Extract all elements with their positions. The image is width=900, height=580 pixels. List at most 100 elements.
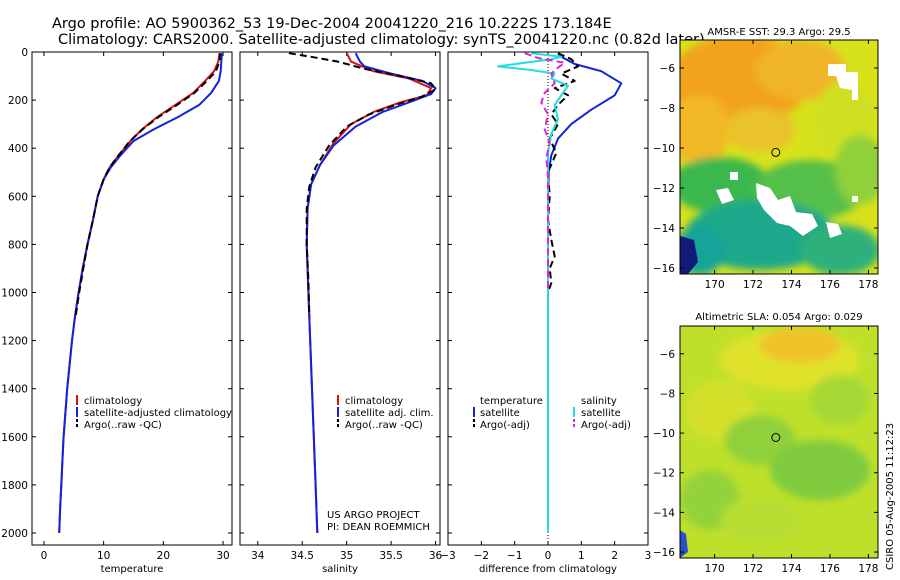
sst-map-title: AMSR-E SST: 29.3 Argo: 29.5 xyxy=(707,27,850,38)
temperature-panel: 0 10 20 30 0 200 400 600 800 1000 1200 1400 1600 1800… xyxy=(1,47,233,575)
x-tick-label: 0 xyxy=(41,550,48,562)
y-tick-label: 600 xyxy=(8,191,28,203)
difference-ticks: −3 −2 −1 0 1 2 3 xyxy=(440,51,652,562)
salinity-axes-frame xyxy=(239,51,441,546)
y-tick-label: 1600 xyxy=(1,432,28,444)
sla-argo-location-marker xyxy=(771,433,781,442)
series-line-satellite-adjusted-climatology xyxy=(58,53,223,534)
sst-argo-location-marker xyxy=(771,147,781,157)
sst-map-ticks: 170 172 174 176 178 −6 −8 −10 −12 −14 −16 xyxy=(653,40,878,291)
map-y-tick-label: −8 xyxy=(660,103,675,115)
map-y-tick-label: −10 xyxy=(653,143,675,155)
sla-green-east xyxy=(810,375,870,425)
sst-map-panel: AMSR-E SST: 29.3 Argo: 29.5 xyxy=(653,27,879,291)
sst-teal-se xyxy=(800,225,878,274)
map-y-tick-label: −12 xyxy=(653,468,675,480)
legend-label-sal-argo: Argo(-adj) xyxy=(581,420,631,431)
y-tick-label: 800 xyxy=(8,239,28,251)
sla-map-panel: Altimetric SLA: 0.054 Argo: 0.029 170 172… xyxy=(653,312,879,575)
sst-gap-west xyxy=(716,188,734,204)
legend-label-argo: Argo(..raw -QC) xyxy=(84,420,162,431)
map-y-tick-label: −8 xyxy=(660,388,675,400)
series-line-argo-raw-qc xyxy=(288,52,437,317)
sla-map-field xyxy=(680,326,878,558)
sst-map-field xyxy=(680,40,878,274)
x-tick-label: 36 xyxy=(429,550,443,562)
figure-title-line1: Argo profile: AO 5900362_53 19-Dec-2004 … xyxy=(52,16,612,32)
legend-bg-right xyxy=(570,393,640,433)
map-y-tick-label: −16 xyxy=(653,547,675,559)
y-tick-label: 1000 xyxy=(1,287,28,299)
difference-lines xyxy=(497,52,623,533)
series-line-satellite-adj-clim xyxy=(305,52,437,534)
sst-dark-corner xyxy=(680,236,698,274)
x-tick-label: −1 xyxy=(507,550,522,562)
y-tick-label: 200 xyxy=(8,95,28,107)
x-tick-label: 10 xyxy=(97,550,110,562)
map-y-tick-label: −6 xyxy=(660,349,676,361)
credit-line2: PI: DEAN ROEMMICH xyxy=(327,522,430,533)
figure-title-line2: Climatology: CARS2000. Satellite-adjuste… xyxy=(58,32,705,48)
salinity-xlabel: salinity xyxy=(322,564,358,575)
x-tick-label: 35.5 xyxy=(379,550,402,562)
sst-warm-east xyxy=(755,40,845,100)
x-tick-label: 34 xyxy=(251,550,265,562)
series-line-temperature-argo-adj xyxy=(547,52,579,293)
sst-gap-main xyxy=(756,183,818,236)
sst-lime-east xyxy=(835,135,878,205)
sla-map-frame xyxy=(679,325,879,559)
legend-label-temp-argo: Argo(-adj) xyxy=(480,420,530,431)
x-tick-label: 20 xyxy=(157,550,170,562)
sla-green-mid xyxy=(725,415,795,465)
map-x-tick-label: 176 xyxy=(820,563,840,575)
temperature-lines xyxy=(58,53,223,534)
difference-xlabel: difference from climatology xyxy=(479,564,617,575)
difference-panel: −3 −2 −1 0 1 2 3 difference from climatology t… xyxy=(440,51,652,575)
map-x-tick-label: 174 xyxy=(781,279,801,291)
legend-label-satellite-adj: satellite adj. clim. xyxy=(345,408,434,419)
sla-green-south xyxy=(770,440,870,500)
map-y-tick-label: −6 xyxy=(660,63,676,75)
map-x-tick-label: 178 xyxy=(858,279,878,291)
y-tick-label: 0 xyxy=(21,47,28,59)
sst-warm-west xyxy=(680,95,730,165)
salinity-ticks: 34 34.5 35 35.5 36 xyxy=(240,51,443,562)
legend-label-temp-satellite: satellite xyxy=(480,408,520,419)
legend-bg-left xyxy=(474,393,546,433)
legend-label-satellite-adjusted: satellite-adjusted climatology xyxy=(84,408,232,419)
sla-map-title: Altimetric SLA: 0.054 Argo: 0.029 xyxy=(695,312,862,323)
x-tick-label: 2 xyxy=(611,550,618,562)
map-x-tick-label: 170 xyxy=(705,279,725,291)
temperature-legend: climatology satellite-adjusted climatolo… xyxy=(76,395,232,431)
sst-gap-pixel xyxy=(852,196,858,202)
map-x-tick-label: 172 xyxy=(743,279,763,291)
sla-dark-corner xyxy=(680,530,688,558)
sst-gap-small xyxy=(826,222,842,238)
map-x-tick-label: 178 xyxy=(858,563,878,575)
sla-blobs xyxy=(680,327,870,542)
legend-label-climatology: climatology xyxy=(84,396,142,407)
sst-gap-tiny xyxy=(730,172,738,180)
x-tick-label: 35 xyxy=(340,550,353,562)
x-tick-label: 0 xyxy=(545,550,552,562)
sst-green-west xyxy=(680,157,770,213)
series-line-salinity-argo-adj xyxy=(524,52,566,293)
y-tick-label: 1200 xyxy=(1,336,28,348)
temperature-xlabel: temperature xyxy=(101,564,164,575)
legend-label-climatology: climatology xyxy=(345,396,403,407)
temperature-axes-frame xyxy=(31,51,233,546)
series-line-climatology xyxy=(305,52,433,534)
salinity-panel: 34 34.5 35 35.5 36 salinity climatology sate… xyxy=(239,51,443,575)
map-y-tick-label: −14 xyxy=(653,223,675,235)
legend-header-temperature: temperature xyxy=(480,396,543,407)
sla-map-ticks: 170 172 174 176 178 −6 −8 −10 −12 −14 −16 xyxy=(653,326,878,575)
series-line-climatology xyxy=(58,53,221,534)
sst-masked-cells xyxy=(680,64,858,274)
map-x-tick-label: 170 xyxy=(705,563,725,575)
series-line-temperature-satellite xyxy=(547,52,623,533)
map-x-tick-label: 174 xyxy=(781,563,801,575)
sla-lime-south xyxy=(720,498,800,542)
x-tick-label: 3 xyxy=(645,550,652,562)
series-line-argo-raw-qc xyxy=(74,53,222,317)
